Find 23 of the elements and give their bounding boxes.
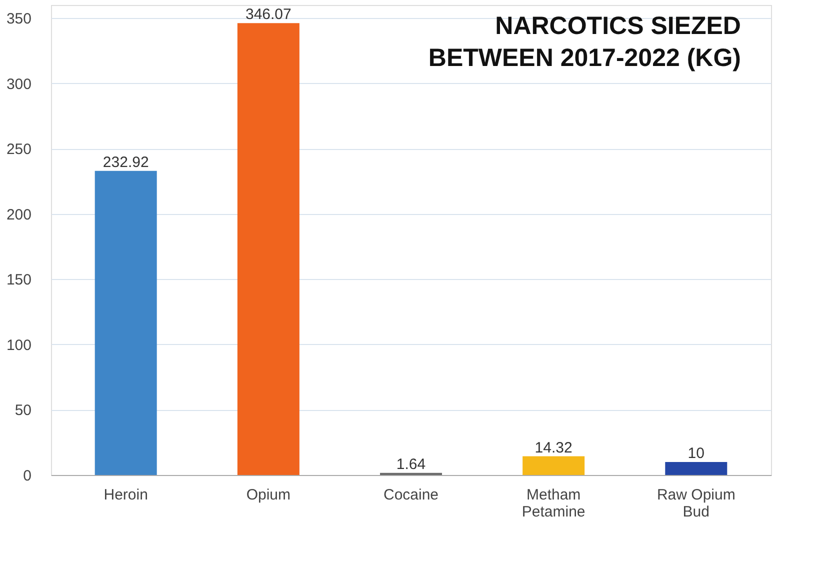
text: NARCOTICS SIEZED BETWEEN 2017-2022 (KG) [428, 12, 741, 72]
y-tick-label: 50 [14, 402, 32, 420]
y-tick-label: 0 [23, 468, 32, 484]
x-tick-label: Cocaine [383, 486, 439, 504]
data-label: 14.32 [534, 439, 572, 456]
y-tick-label: 150 [6, 272, 32, 289]
data-label: 232.92 [102, 154, 149, 171]
bar [665, 462, 728, 475]
x-tick-label: Heroin [104, 486, 148, 504]
x-tick-label: Metham Petamine [522, 486, 586, 520]
data-label: 10 [688, 444, 704, 462]
y-tick-label: 250 [6, 141, 32, 158]
data-label: 1.64 [396, 456, 426, 473]
x-tick-label: Opium [246, 486, 291, 504]
x-tick-label: Raw Opium Bud [656, 486, 736, 520]
y-tick-label: 350 [6, 10, 32, 28]
y-tick-label: 100 [6, 336, 32, 354]
y-tick-label: 200 [6, 206, 32, 224]
y-tick-label: 300 [6, 76, 32, 93]
data-label: 346.07 [245, 6, 292, 24]
bar [94, 170, 157, 475]
bar [522, 456, 585, 475]
bar [237, 23, 300, 475]
